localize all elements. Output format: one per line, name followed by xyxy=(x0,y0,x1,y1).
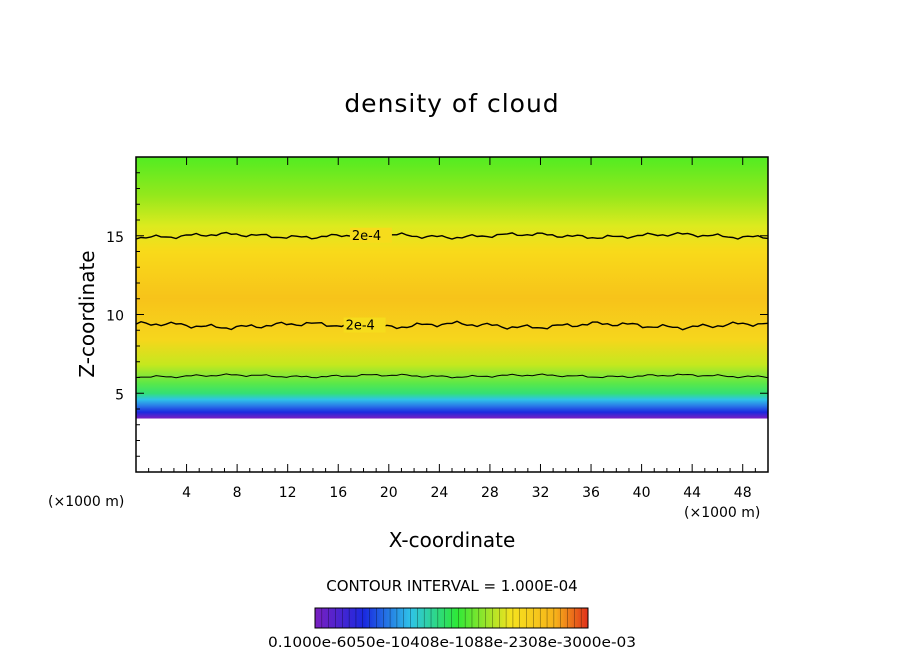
y-tick-label: 15 xyxy=(106,230,124,246)
colorbar-labels: 0.1000e-6050e-10408e-1088e-2308e-3000e-0… xyxy=(268,635,636,651)
x-axis-label: X-coordinate xyxy=(389,528,516,552)
contour-label: 2e-4 xyxy=(352,229,381,244)
contour-line-upper xyxy=(135,231,769,240)
x-unit-label: (×1000 m) xyxy=(684,505,760,521)
x-tick-label: 8 xyxy=(233,485,242,501)
y-axis-label: Z-coordinate xyxy=(75,250,99,377)
contour-interval: CONTOUR INTERVAL = 1.000E-04 xyxy=(326,577,577,595)
x-tick-label: 48 xyxy=(734,485,752,501)
x-tick-label: 32 xyxy=(532,485,550,501)
contour-line-base xyxy=(135,373,769,379)
x-tick-label: 12 xyxy=(279,485,297,501)
cloud-density-field xyxy=(136,157,768,472)
x-tick-label: 44 xyxy=(683,485,701,501)
x-tick-label: 20 xyxy=(380,485,398,501)
contour-label-bg xyxy=(343,317,386,333)
x-tick-label: 40 xyxy=(633,485,651,501)
colorbar xyxy=(314,607,589,629)
x-tick-label: 24 xyxy=(430,485,448,501)
y-unit-label: (×1000 m) xyxy=(48,494,124,510)
x-tick-label: 28 xyxy=(481,485,499,501)
contour-label: 2e-4 xyxy=(346,319,375,334)
x-tick-label: 4 xyxy=(182,485,191,501)
y-tick-label: 10 xyxy=(106,309,124,325)
contour-line-lower xyxy=(135,320,769,331)
x-tick-label: 16 xyxy=(329,485,347,501)
x-tick-label: 36 xyxy=(582,485,600,501)
contour-label-bg xyxy=(349,227,392,243)
chart-title: density of cloud xyxy=(344,89,559,118)
y-tick-label: 5 xyxy=(115,387,124,403)
